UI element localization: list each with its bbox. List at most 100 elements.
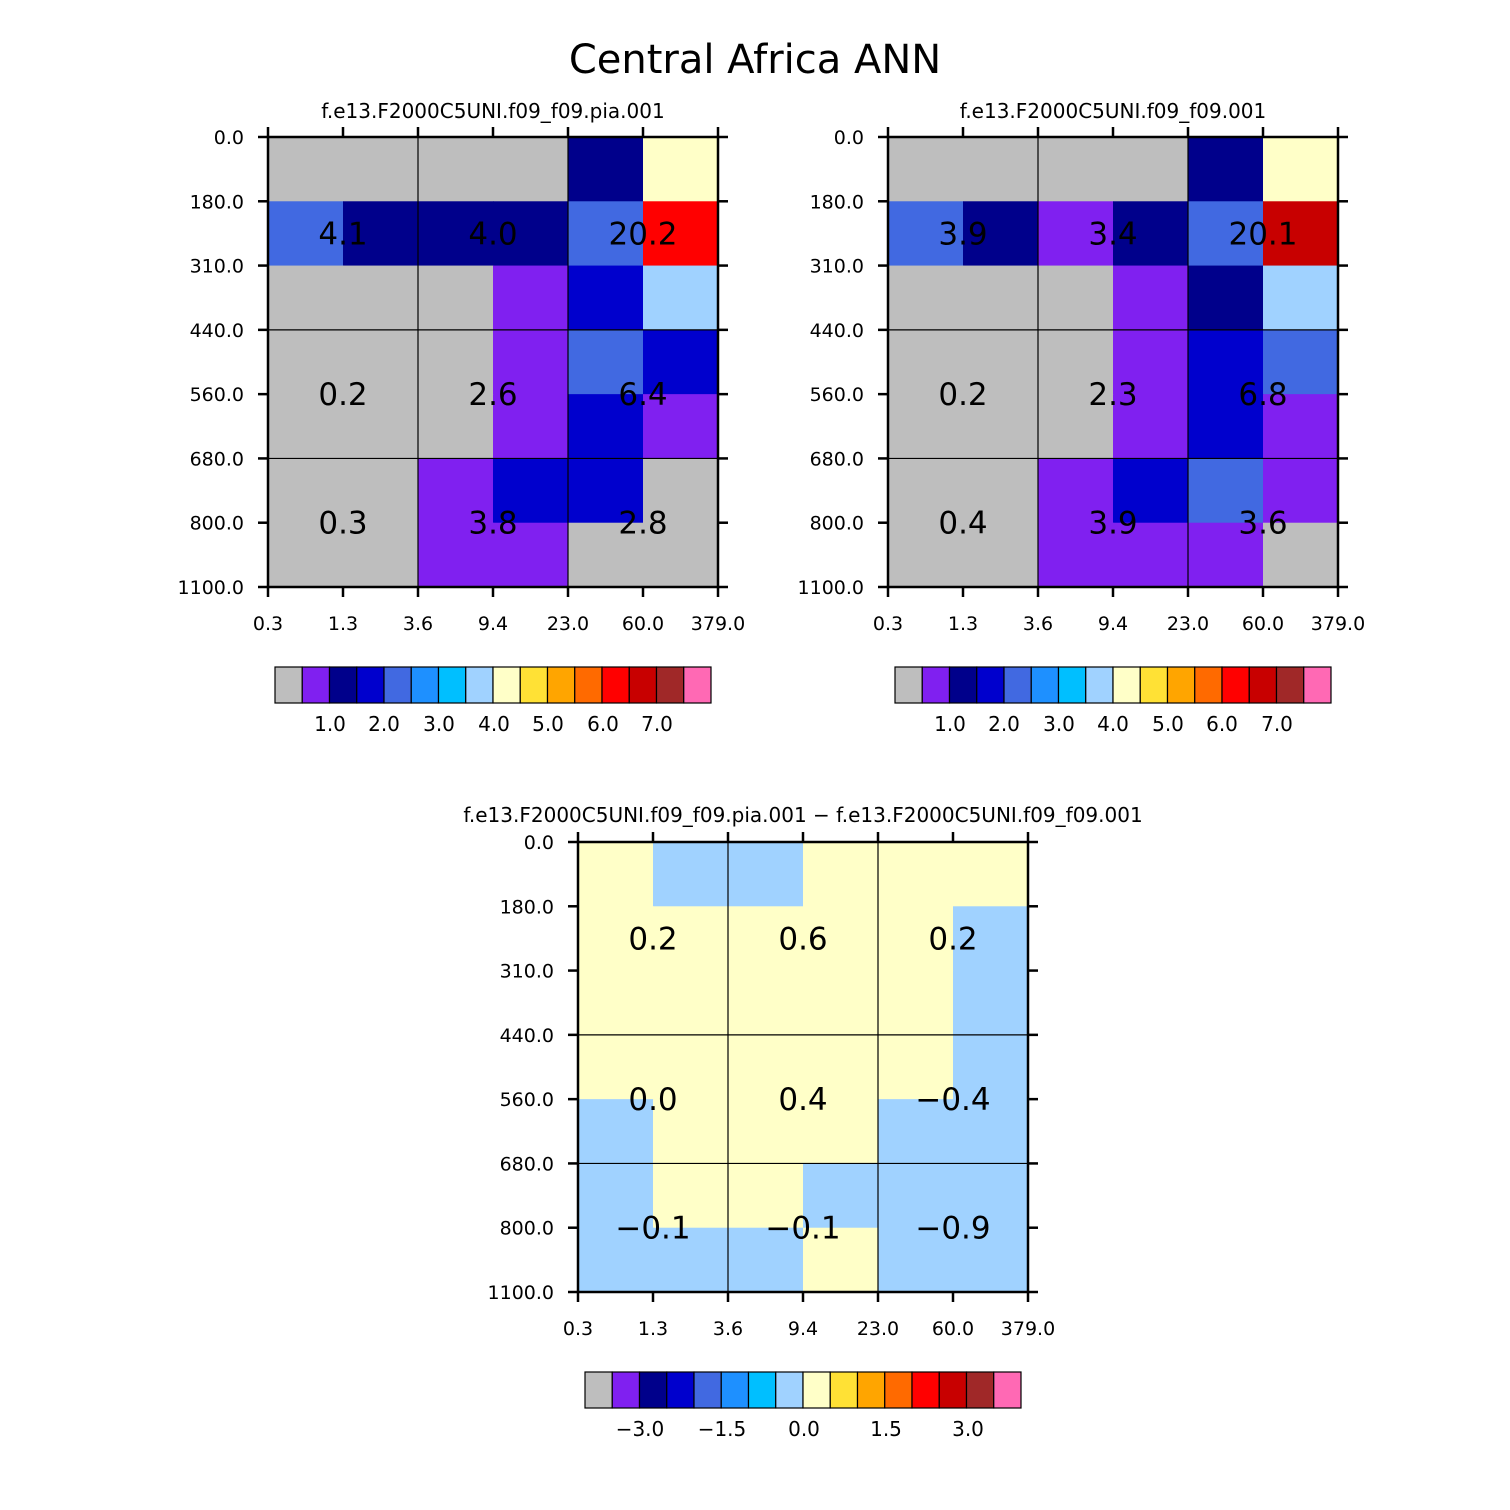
data-label: 3.8 bbox=[468, 506, 517, 542]
x-tick-label: 60.0 bbox=[622, 613, 664, 635]
heatmap-cell bbox=[578, 842, 654, 907]
heatmap-cell bbox=[1263, 137, 1339, 202]
heatmap-cell bbox=[1188, 458, 1264, 524]
heatmap-cell bbox=[653, 970, 729, 1036]
colorbar-swatch bbox=[655, 666, 685, 704]
data-label: 0.6 bbox=[778, 921, 827, 957]
colorbar-swatch bbox=[383, 666, 412, 704]
y-tick-label: 800.0 bbox=[190, 513, 244, 535]
colorbar-swatch bbox=[356, 666, 385, 704]
heatmap-cell bbox=[493, 458, 569, 524]
colorbar-swatch bbox=[1275, 666, 1305, 704]
colorbar-label: 3.0 bbox=[1043, 712, 1075, 736]
colorbar-label: 1.0 bbox=[314, 712, 346, 736]
heatmap-cell bbox=[418, 458, 494, 524]
colorbar-swatch bbox=[683, 666, 712, 704]
heatmap-cell bbox=[953, 1163, 1029, 1229]
colorbar-swatch bbox=[1139, 666, 1169, 704]
panel-title: f.e13.F2000C5UNI.f09_f09.pia.001 − f.e13… bbox=[463, 803, 1142, 827]
data-label: −0.1 bbox=[615, 1211, 690, 1247]
heatmap-cell bbox=[1038, 522, 1114, 588]
heatmap-cell bbox=[568, 458, 644, 524]
heatmap-cell bbox=[493, 394, 569, 460]
y-tick-label: 680.0 bbox=[500, 1153, 554, 1175]
data-label: 3.9 bbox=[1088, 506, 1137, 542]
heatmap-cell bbox=[1113, 394, 1189, 460]
data-label: 20.1 bbox=[1228, 216, 1297, 252]
heatmap-cell bbox=[1188, 522, 1264, 588]
x-tick-label: 23.0 bbox=[857, 1318, 899, 1340]
heatmap-cell bbox=[878, 970, 954, 1036]
colorbar-swatch bbox=[938, 1371, 968, 1409]
colorbar-swatch bbox=[1248, 666, 1278, 704]
colorbar-label: 7.0 bbox=[641, 712, 673, 736]
colorbar-swatch bbox=[638, 1371, 668, 1409]
heatmap-cell bbox=[1113, 522, 1189, 588]
colorbar-swatch bbox=[720, 1371, 750, 1409]
heatmap-cell bbox=[963, 522, 1039, 588]
y-tick-label: 1100.0 bbox=[488, 1282, 554, 1304]
x-tick-label: 60.0 bbox=[932, 1318, 974, 1340]
chart-panel-1: f.e13.F2000C5UNI.f09_f09.pia.001 0.0 180.0… bbox=[178, 99, 746, 736]
colorbar-swatch bbox=[611, 1371, 641, 1409]
heatmap-cell bbox=[268, 394, 344, 460]
heatmap-cell bbox=[653, 1227, 729, 1293]
colorbar: 1.0 2.0 3.0 4.0 5.0 6.0 7.0 bbox=[274, 666, 712, 736]
heatmap-cell bbox=[1038, 329, 1114, 395]
heatmap-cell bbox=[343, 394, 419, 460]
heatmap-cell bbox=[963, 137, 1039, 202]
heatmap-cell bbox=[728, 1099, 804, 1165]
colorbar-swatch bbox=[856, 1371, 886, 1409]
heatmap-cell bbox=[1188, 201, 1264, 267]
colorbar-swatch bbox=[976, 666, 1005, 704]
colorbar: −3.0 −1.5 0.0 1.5 3.0 bbox=[584, 1371, 1022, 1441]
heatmap-cell bbox=[493, 201, 569, 267]
data-label: 0.2 bbox=[938, 377, 987, 413]
colorbar-swatch bbox=[747, 1371, 777, 1409]
data-label: 0.2 bbox=[318, 377, 367, 413]
colorbar-swatch bbox=[884, 1371, 913, 1409]
heatmap-cell bbox=[878, 1034, 954, 1100]
heatmap-cell bbox=[643, 522, 719, 588]
heatmap-cell bbox=[728, 1034, 804, 1100]
heatmap-cell bbox=[268, 458, 344, 524]
colorbar-label: 3.0 bbox=[423, 712, 455, 736]
heatmap-cell bbox=[803, 1227, 879, 1293]
heatmap-cell bbox=[953, 1099, 1029, 1165]
heatmap-cell bbox=[653, 906, 729, 972]
y-tick-label: 310.0 bbox=[500, 961, 554, 983]
heatmap-cell bbox=[578, 1227, 654, 1293]
heatmap-cell bbox=[643, 329, 719, 395]
colorbar-swatch bbox=[437, 666, 467, 704]
heatmap-cell bbox=[963, 394, 1039, 460]
colorbar-label: 0.0 bbox=[788, 1417, 820, 1441]
y-tick-label: 1100.0 bbox=[178, 577, 244, 599]
data-label: 3.9 bbox=[938, 216, 987, 252]
data-label: 20.2 bbox=[608, 216, 677, 252]
y-tick-label: 560.0 bbox=[810, 384, 864, 406]
heatmap-cell bbox=[803, 1163, 879, 1229]
heatmap-cell bbox=[418, 137, 494, 202]
heatmap-cell bbox=[1188, 137, 1264, 202]
y-tick-label: 440.0 bbox=[810, 320, 864, 342]
heatmap-cell bbox=[1038, 265, 1114, 331]
colorbar-label: 3.0 bbox=[952, 1417, 984, 1441]
heatmap-cell bbox=[1263, 522, 1339, 588]
colorbar-swatch bbox=[948, 666, 978, 704]
colorbar-swatch bbox=[519, 666, 549, 704]
heatmap-cell bbox=[568, 137, 644, 202]
heatmap-cell bbox=[343, 522, 419, 588]
colorbar-swatch bbox=[693, 1371, 722, 1409]
heatmap-cell bbox=[343, 458, 419, 524]
y-tick-label: 1100.0 bbox=[798, 577, 864, 599]
data-label: 6.8 bbox=[1238, 377, 1287, 413]
heatmap-cell bbox=[803, 1034, 879, 1100]
heatmap-cell bbox=[1113, 265, 1189, 331]
heatmap-cell bbox=[653, 842, 729, 907]
heatmap-cell bbox=[1263, 394, 1339, 460]
chart-panel-2: f.e13.F2000C5UNI.f09_f09.001 0.0 180.0 310.… bbox=[798, 99, 1366, 736]
panel-title: f.e13.F2000C5UNI.f09_f09.001 bbox=[960, 99, 1267, 123]
colorbar-swatch bbox=[965, 1371, 995, 1409]
heatmap-cell bbox=[963, 265, 1039, 331]
data-label: −0.9 bbox=[915, 1211, 990, 1247]
